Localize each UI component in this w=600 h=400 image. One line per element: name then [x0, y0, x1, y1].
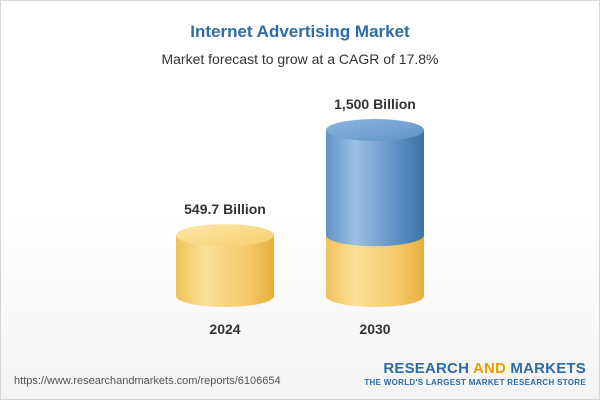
brand-word-research: RESEARCH [383, 360, 470, 377]
x-tick-label-2030: 2030 [359, 321, 390, 337]
x-tick-label-2024: 2024 [209, 321, 240, 337]
chart-title: Internet Advertising Market [190, 22, 410, 41]
bar-2030-growth-segment [326, 130, 424, 247]
brand-tagline: THE WORLD'S LARGEST MARKET RESEARCH STOR… [364, 378, 586, 387]
bar-2024 [176, 235, 274, 307]
brand-word-and: AND [472, 360, 507, 377]
data-label-2030: 1,500 Billion [334, 96, 416, 112]
chart-subtitle: Market forecast to grow at a CAGR of 17.… [161, 51, 439, 67]
bar-2024-top [176, 224, 274, 247]
data-label-2024: 549.7 Billion [184, 201, 266, 217]
bar-2030-base-segment [326, 235, 424, 307]
brand-name: RESEARCH AND MARKETS [364, 361, 586, 377]
brand-logo: RESEARCH AND MARKETS THE WORLD'S LARGEST… [364, 361, 586, 389]
bar-2030-top [326, 119, 424, 141]
brand-word-markets: MARKETS [510, 360, 586, 377]
source-url[interactable]: https://www.researchandmarkets.com/repor… [14, 375, 281, 387]
